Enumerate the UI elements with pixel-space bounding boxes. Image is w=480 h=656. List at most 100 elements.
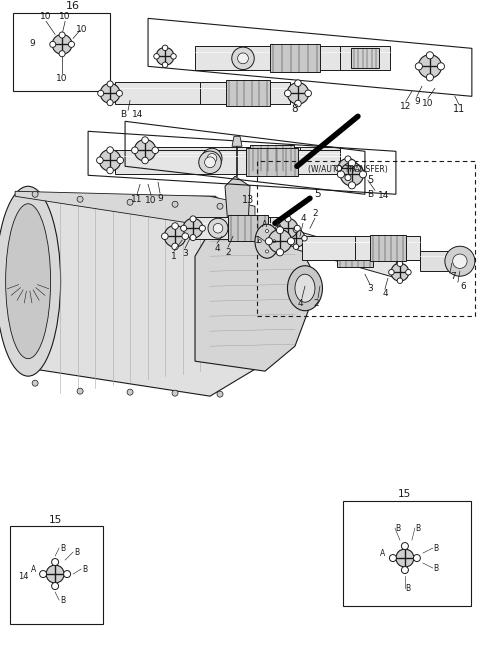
Polygon shape <box>15 192 255 226</box>
Ellipse shape <box>107 100 113 106</box>
Ellipse shape <box>117 157 123 163</box>
Ellipse shape <box>180 225 187 232</box>
Ellipse shape <box>96 157 103 163</box>
Ellipse shape <box>401 567 408 573</box>
Ellipse shape <box>406 270 411 275</box>
Ellipse shape <box>142 137 148 144</box>
Ellipse shape <box>172 223 179 230</box>
Polygon shape <box>115 150 340 174</box>
Ellipse shape <box>285 90 291 96</box>
Ellipse shape <box>171 54 176 59</box>
Text: 11: 11 <box>453 104 465 114</box>
Ellipse shape <box>172 390 178 396</box>
Ellipse shape <box>59 51 65 56</box>
Ellipse shape <box>397 261 403 266</box>
Ellipse shape <box>204 157 216 168</box>
Ellipse shape <box>337 171 345 178</box>
Polygon shape <box>195 47 340 70</box>
Polygon shape <box>302 236 420 260</box>
Ellipse shape <box>336 165 342 171</box>
Ellipse shape <box>293 227 299 232</box>
Polygon shape <box>195 226 310 371</box>
Ellipse shape <box>107 81 113 87</box>
Ellipse shape <box>276 226 284 234</box>
Text: 7: 7 <box>450 272 456 281</box>
Ellipse shape <box>190 235 196 241</box>
Ellipse shape <box>413 554 420 562</box>
Ellipse shape <box>391 263 409 281</box>
Ellipse shape <box>285 236 290 241</box>
Ellipse shape <box>199 151 221 174</box>
Polygon shape <box>337 245 373 267</box>
Polygon shape <box>355 236 405 260</box>
Ellipse shape <box>46 565 64 583</box>
Ellipse shape <box>287 83 309 104</box>
Ellipse shape <box>389 554 396 562</box>
Ellipse shape <box>69 41 74 47</box>
Ellipse shape <box>265 237 273 245</box>
Ellipse shape <box>268 230 292 253</box>
Ellipse shape <box>6 204 50 359</box>
Text: 4: 4 <box>297 298 303 308</box>
Ellipse shape <box>213 224 223 233</box>
Ellipse shape <box>276 249 284 256</box>
Ellipse shape <box>258 239 261 243</box>
Ellipse shape <box>107 167 113 174</box>
Ellipse shape <box>164 226 186 247</box>
Polygon shape <box>420 251 455 271</box>
Text: B: B <box>60 596 66 605</box>
Ellipse shape <box>445 246 475 276</box>
Ellipse shape <box>295 80 301 87</box>
Text: 1: 1 <box>171 252 177 260</box>
Ellipse shape <box>437 63 444 70</box>
Polygon shape <box>370 236 406 261</box>
Ellipse shape <box>278 218 298 238</box>
Polygon shape <box>351 49 379 68</box>
Polygon shape <box>192 217 290 239</box>
Text: B: B <box>60 544 66 552</box>
Polygon shape <box>250 145 294 171</box>
Text: 14: 14 <box>18 571 28 581</box>
Polygon shape <box>228 215 268 241</box>
Ellipse shape <box>152 147 158 154</box>
Text: 1: 1 <box>255 236 261 245</box>
Text: 13: 13 <box>242 195 254 205</box>
Text: 10: 10 <box>422 99 433 108</box>
Ellipse shape <box>288 266 323 311</box>
Ellipse shape <box>132 147 138 154</box>
Text: 15: 15 <box>48 515 62 525</box>
Ellipse shape <box>182 233 189 239</box>
Ellipse shape <box>294 225 300 232</box>
Text: 11: 11 <box>132 195 143 204</box>
Ellipse shape <box>295 274 315 302</box>
Text: B: B <box>415 523 420 533</box>
Polygon shape <box>246 148 298 176</box>
Text: 2: 2 <box>312 209 318 218</box>
Text: 6: 6 <box>460 281 466 291</box>
Polygon shape <box>285 150 340 174</box>
Ellipse shape <box>199 225 205 232</box>
Polygon shape <box>225 176 250 226</box>
Polygon shape <box>240 217 270 239</box>
Ellipse shape <box>0 186 60 376</box>
Bar <box>257 161 475 316</box>
Text: B: B <box>74 548 80 556</box>
Ellipse shape <box>348 159 356 167</box>
Ellipse shape <box>162 45 168 51</box>
Ellipse shape <box>338 158 358 178</box>
Ellipse shape <box>396 549 414 567</box>
Ellipse shape <box>156 47 174 66</box>
Ellipse shape <box>77 388 83 394</box>
Ellipse shape <box>340 163 364 186</box>
Ellipse shape <box>238 53 248 64</box>
Polygon shape <box>232 136 242 146</box>
Ellipse shape <box>50 41 56 47</box>
Ellipse shape <box>190 216 196 222</box>
Ellipse shape <box>52 558 59 565</box>
Ellipse shape <box>287 229 305 247</box>
Ellipse shape <box>232 47 254 70</box>
Ellipse shape <box>265 230 268 232</box>
Polygon shape <box>300 148 340 169</box>
Ellipse shape <box>285 235 291 241</box>
Text: B: B <box>405 584 410 592</box>
